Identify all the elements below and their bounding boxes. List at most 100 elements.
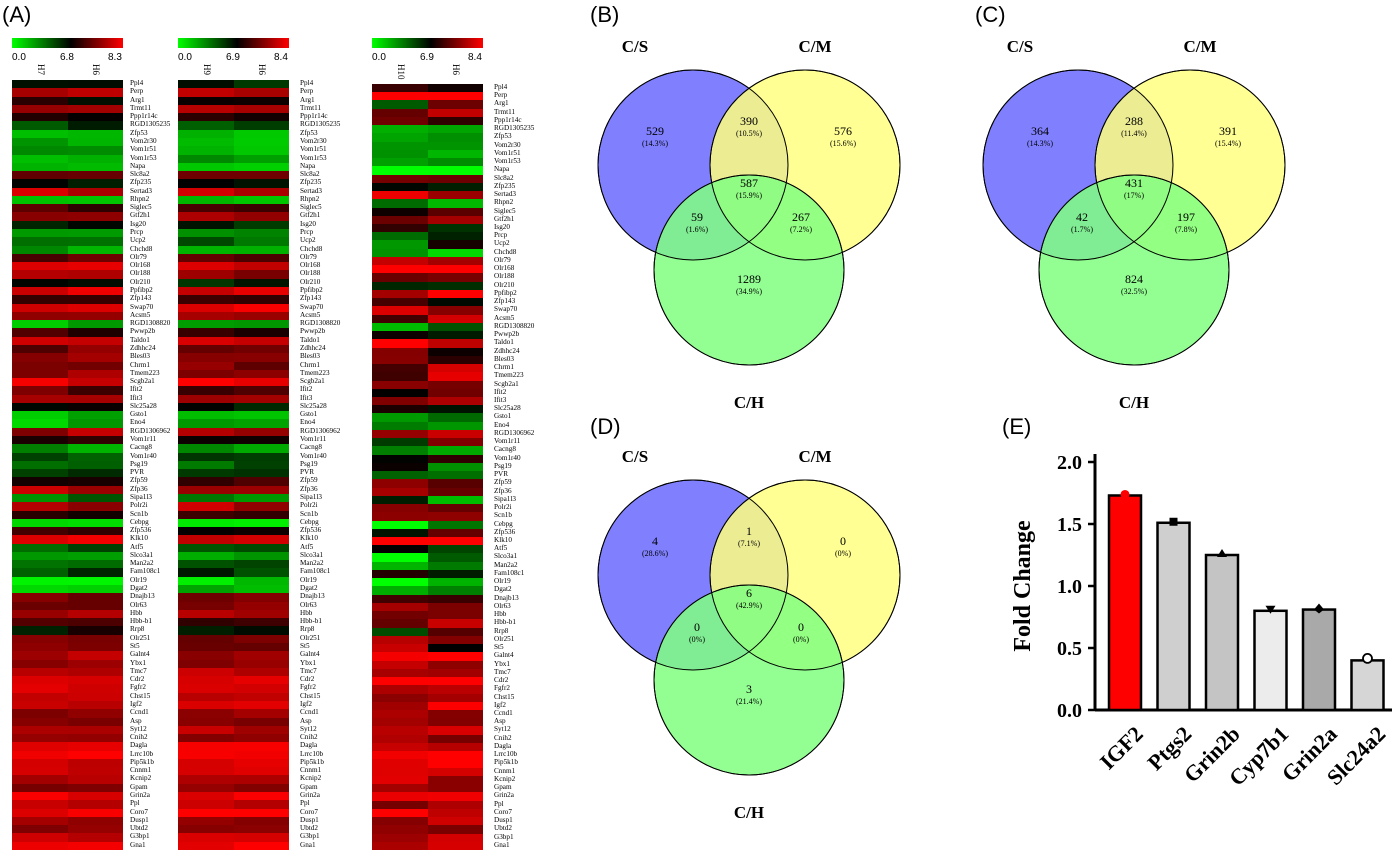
heatmap-cell: [233, 286, 289, 296]
heatmap-cell: [233, 146, 289, 155]
gene-label: Scgb2a1: [130, 377, 155, 386]
heatmap-cell: [67, 502, 123, 511]
heatmap-cell: [178, 444, 234, 453]
gene-label: Tmc7: [130, 666, 147, 675]
gene-label: Slc8a2: [494, 173, 514, 182]
heatmap-cell: [372, 537, 428, 546]
region-percent: (0%): [835, 549, 851, 558]
heatmap-cell: [427, 174, 483, 184]
heatmap-cell: [372, 364, 428, 373]
heatmap-cell: [427, 322, 483, 332]
set-label: C/H: [734, 803, 764, 822]
heatmap-cell: [178, 551, 234, 561]
heatmap-cell: [372, 191, 428, 200]
panel-c-label: (C): [975, 2, 1006, 27]
region-percent: (34.9%): [736, 287, 762, 296]
heatmap-cell: [233, 734, 289, 743]
heatmap-cell: [372, 158, 428, 167]
heatmap-cell: [178, 783, 234, 793]
heatmap-cell: [372, 553, 428, 562]
gene-label: Hbb-b1: [300, 617, 322, 626]
region-count: 0: [840, 534, 846, 548]
heatmap-cell: [12, 427, 68, 437]
panel-e-label: (E): [1002, 414, 1032, 439]
gene-label: Zdhhc24: [130, 343, 156, 352]
gene-label: Isg20: [300, 219, 316, 228]
heatmap-cell: [233, 527, 289, 536]
gene-label: Olr188: [130, 269, 151, 278]
heatmap-cell: [178, 825, 234, 834]
gene-label: Man2a2: [130, 559, 154, 568]
gene-label: Dusp1: [494, 816, 513, 825]
heatmap-cell: [372, 734, 428, 744]
gene-label: Igf2: [494, 700, 506, 709]
gene-label: Rrp8: [130, 625, 145, 634]
heatmap-cell: [178, 229, 234, 238]
heatmap-cell: [427, 372, 483, 381]
heatmap-cell: [67, 369, 123, 379]
heatmap-cell: [372, 256, 428, 266]
gene-label: Sipa1l3: [494, 494, 516, 503]
heatmap-cell: [12, 808, 68, 818]
gene-label: Dusp1: [300, 815, 319, 824]
heatmap-cell: [67, 527, 123, 536]
heatmap-cell: [178, 386, 234, 395]
heatmap-cell: [427, 734, 483, 744]
heatmap-cell: [178, 593, 234, 602]
heatmap-cell: [67, 179, 123, 188]
venn-diagram-b: C/S C/M C/H 529(14.3%) 390(10.5%) 576(15.6%) 5…: [597, 37, 901, 412]
gene-label: Trmt11: [300, 103, 322, 112]
heatmap-cell: [427, 273, 483, 282]
gene-label: Ppfibp2: [130, 285, 153, 294]
gene-label: Fgfr2: [130, 683, 146, 692]
heatmap-cell: [372, 380, 428, 390]
gene-label: Tmc7: [300, 666, 317, 675]
heatmap-cell: [67, 171, 123, 180]
heatmap-cell: [233, 386, 289, 395]
heatmap-cell: [427, 742, 483, 752]
heatmap-cell: [427, 709, 483, 719]
region-percent: (10.5%): [736, 129, 762, 138]
heatmap-cell: [233, 609, 289, 619]
heatmap-cell: [178, 618, 234, 627]
heatmap-cell: [233, 96, 289, 106]
heatmap-cell: [372, 84, 428, 93]
gene-label: Grin2a: [494, 791, 514, 800]
heatmap-cell: [178, 286, 234, 296]
gene-label: Galnt4: [130, 650, 150, 659]
heatmap-cell: [427, 726, 483, 735]
circle-outline: [653, 174, 845, 366]
heatmap-cell: [233, 510, 289, 520]
set-ch-circle: [1038, 174, 1230, 366]
heatmap-cell: [178, 750, 234, 760]
heatmap-cell: [12, 204, 68, 213]
heatmap-cell: [12, 220, 68, 230]
gene-label: Hbb: [494, 610, 507, 619]
heatmap-cell: [372, 767, 428, 777]
heatmap-cell: [427, 775, 483, 785]
region-percent: (14.3%): [1027, 139, 1053, 148]
heatmap-cell: [12, 295, 68, 304]
heatmap-cell: [233, 278, 289, 288]
gene-label: Man2a2: [494, 560, 518, 569]
heatmap-cell: [427, 306, 483, 315]
heatmap-cell: [427, 347, 483, 357]
heatmap-cell: [372, 273, 428, 282]
heatmap-cell: [233, 560, 289, 569]
gene-label: Rrp8: [494, 626, 509, 635]
gene-label: Atf5: [494, 544, 508, 553]
gene-label: Trmt11: [130, 103, 152, 112]
gene-label: Scgb2a1: [494, 379, 519, 388]
heatmap-cells: [12, 80, 123, 850]
gene-label: Atf5: [130, 542, 144, 551]
gene-label: Asp: [130, 716, 142, 725]
heatmap-cell: [372, 677, 428, 686]
gene-label: Fam108c1: [130, 567, 161, 576]
heatmap-cell: [178, 452, 234, 462]
heatmap-cell: [178, 576, 234, 586]
venn-diagram-d: C/S C/MC/H4(28.6%)1(7.1%) 0(0%)6(42.9%)0(0…: [597, 447, 901, 822]
heatmap-cell: [233, 493, 289, 503]
heatmap-cell: [67, 725, 123, 735]
heatmap-cell: [427, 701, 483, 711]
heatmap-cell: [178, 154, 234, 164]
